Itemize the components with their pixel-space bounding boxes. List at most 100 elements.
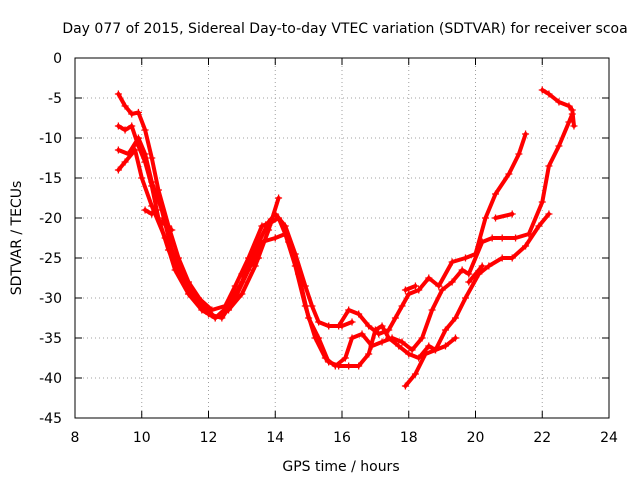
series-line: [116, 112, 575, 368]
data-point: [121, 102, 129, 110]
data-point: [385, 334, 393, 342]
series-track-9: [401, 334, 459, 390]
data-point: [348, 334, 356, 342]
data-point: [555, 142, 563, 150]
data-point: [141, 126, 149, 134]
data-point: [211, 314, 219, 322]
data-point: [341, 354, 349, 362]
series-line: [159, 220, 174, 232]
data-point: [492, 190, 500, 198]
data-point: [221, 302, 229, 310]
data-point: [478, 238, 486, 246]
data-point: [512, 234, 520, 242]
data-point: [415, 354, 423, 362]
data-point: [355, 362, 363, 370]
data-point: [325, 322, 333, 330]
x-tick-label: 8: [71, 430, 80, 446]
x-tick-label: 20: [467, 430, 485, 446]
series-line: [403, 284, 418, 292]
data-point: [448, 258, 456, 266]
data-point: [565, 118, 573, 126]
grid-layer: [75, 58, 609, 418]
data-point: [441, 342, 449, 350]
data-point: [158, 218, 166, 226]
data-point: [408, 346, 416, 354]
y-tick-label: -30: [39, 291, 62, 307]
data-point: [168, 226, 176, 234]
series-track-11: [538, 86, 578, 130]
data-point: [308, 302, 316, 310]
data-point: [508, 254, 516, 262]
data-point: [148, 154, 156, 162]
data-point: [245, 254, 253, 262]
data-point: [441, 326, 449, 334]
series-track-5: [238, 254, 263, 278]
series-track-8: [325, 318, 356, 330]
data-point: [395, 342, 403, 350]
data-point: [538, 198, 546, 206]
data-point: [358, 330, 366, 338]
data-point: [114, 122, 122, 130]
data-point: [355, 310, 363, 318]
data-point: [448, 278, 456, 286]
data-point: [371, 326, 379, 334]
y-tick-label: -15: [39, 171, 62, 187]
data-point: [515, 150, 523, 158]
data-point: [498, 254, 506, 262]
data-point: [295, 270, 303, 278]
data-point: [161, 234, 169, 242]
data-point: [435, 282, 443, 290]
data-point: [451, 314, 459, 322]
data-point: [421, 350, 429, 358]
data-point: [425, 274, 433, 282]
data-point: [275, 214, 283, 222]
data-point: [128, 122, 136, 130]
series-track-7: [158, 218, 176, 234]
data-point: [335, 362, 343, 370]
data-point: [458, 266, 466, 274]
data-point: [451, 334, 459, 342]
tick-layer: 8 10 12 14 16 18 20 22 24 0 -5 -10 -15 -20 -25 -30 -35 -4…: [39, 51, 618, 446]
data-point: [482, 214, 490, 222]
data-point: [198, 306, 206, 314]
series-track-13: [465, 262, 486, 286]
data-point: [148, 178, 156, 186]
series-line: [403, 336, 458, 388]
series-track-1: [114, 90, 530, 338]
data-point: [401, 286, 409, 294]
data-point: [545, 162, 553, 170]
series-line: [493, 212, 515, 220]
data-point: [141, 150, 149, 158]
data-point: [545, 90, 553, 98]
data-point: [498, 234, 506, 242]
data-point: [121, 158, 129, 166]
data-point: [114, 146, 122, 154]
data-point: [378, 322, 386, 330]
data-point: [265, 226, 273, 234]
data-point: [568, 106, 576, 114]
data-point: [505, 170, 513, 178]
x-tick-label: 16: [333, 430, 351, 446]
y-tick-label: 0: [53, 51, 62, 67]
data-point: [171, 266, 179, 274]
data-point: [271, 234, 279, 242]
data-point: [128, 110, 136, 118]
data-point: [478, 262, 486, 270]
data-point: [114, 90, 122, 98]
y-axis-label: SDTVAR / TECUs: [9, 181, 25, 296]
data-point: [365, 322, 373, 330]
data-point: [114, 166, 122, 174]
data-point: [522, 242, 530, 250]
x-tick-label: 22: [533, 430, 551, 446]
x-tick-label: 10: [133, 430, 151, 446]
y-tick-label: -20: [39, 211, 62, 227]
data-point: [148, 202, 156, 210]
data-point: [338, 322, 346, 330]
data-point: [411, 282, 419, 290]
data-point: [398, 338, 406, 346]
data-point: [545, 210, 553, 218]
data-point: [391, 314, 399, 322]
data-point: [492, 214, 500, 222]
data-point: [565, 102, 573, 110]
